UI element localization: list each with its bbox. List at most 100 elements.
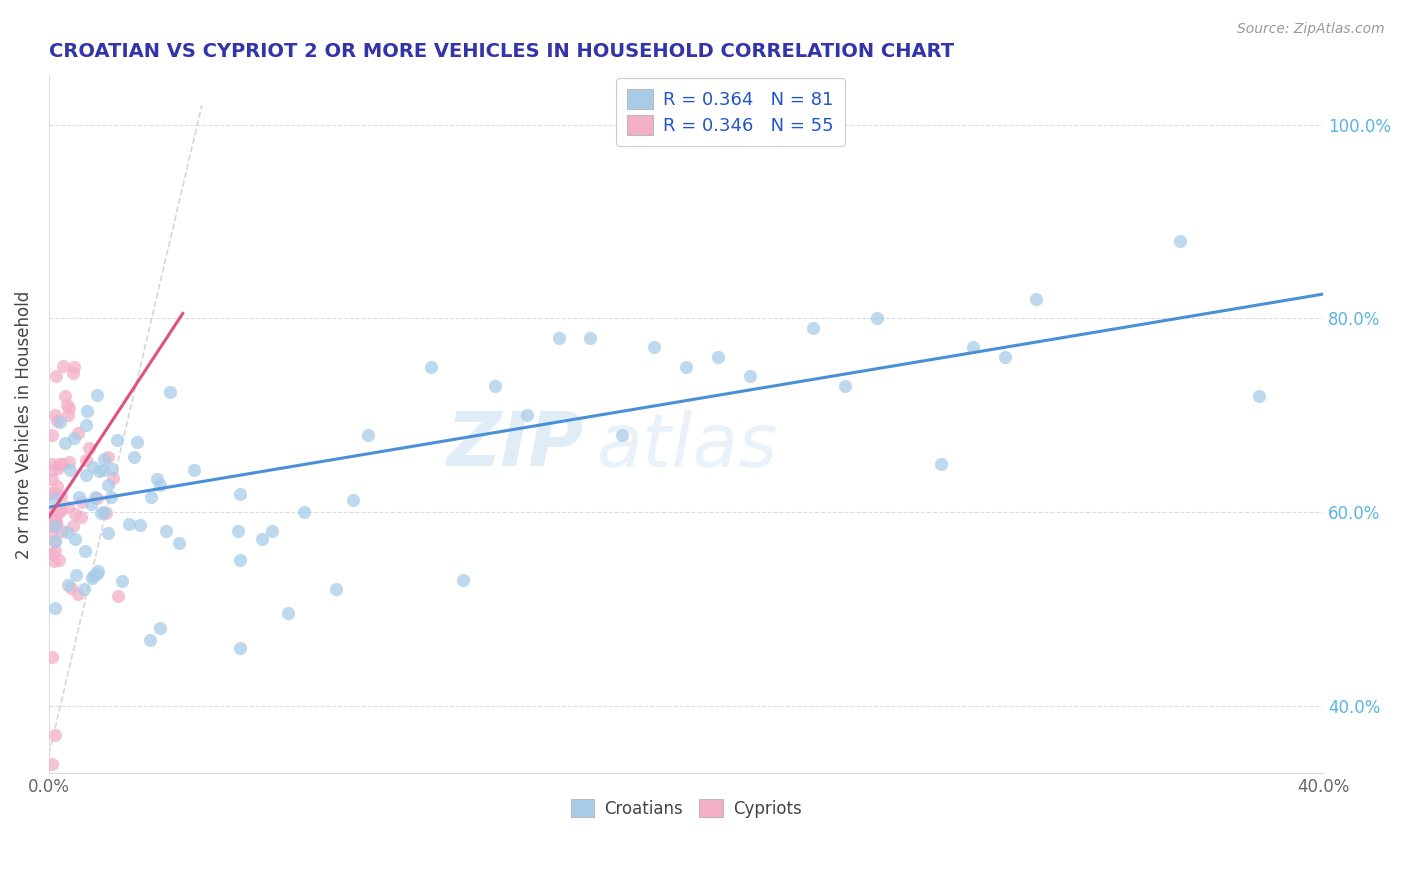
Point [45, 369, 67, 384]
Point [342, 492, 364, 507]
Point [44, 485, 66, 500]
Point [63, 359, 86, 374]
Point [250, 532, 273, 546]
Point [49, 415, 72, 429]
Point [155, 524, 177, 539]
Point [516, 408, 538, 422]
Point [159, 384, 181, 399]
Point [59, 463, 82, 477]
Point [41, 463, 63, 477]
Point [52, 359, 75, 373]
Point [75, 453, 97, 467]
Point [41, 650, 63, 665]
Point [451, 573, 474, 587]
Point [48, 505, 70, 519]
Point [229, 640, 252, 655]
Point [1025, 292, 1047, 306]
Point [866, 311, 889, 326]
Point [44, 408, 66, 422]
Point [77, 441, 100, 455]
Point [226, 524, 249, 538]
Point [66, 587, 89, 601]
Point [183, 463, 205, 477]
Text: atlas: atlas [598, 409, 779, 482]
Point [75, 544, 97, 558]
Point [41, 524, 63, 539]
Point [167, 535, 190, 549]
Point [49, 503, 72, 517]
Point [51, 489, 73, 503]
Point [41, 485, 63, 500]
Point [44, 517, 66, 532]
Point [63, 532, 86, 546]
Point [803, 321, 825, 335]
Point [63, 431, 86, 445]
Point [94, 506, 117, 520]
Point [141, 490, 163, 504]
Point [41, 506, 63, 520]
Y-axis label: 2 or more Vehicles in Household: 2 or more Vehicles in Household [15, 291, 32, 559]
Point [101, 462, 124, 476]
Point [292, 505, 315, 519]
Point [929, 457, 952, 471]
Point [229, 553, 252, 567]
Point [1249, 389, 1271, 403]
Point [53, 389, 76, 403]
Point [84, 491, 107, 505]
Point [86, 567, 108, 582]
Text: Source: ZipAtlas.com: Source: ZipAtlas.com [1237, 22, 1385, 37]
Point [675, 359, 697, 374]
Point [56, 408, 79, 422]
Point [41, 457, 63, 471]
Point [53, 436, 76, 450]
Point [44, 533, 66, 548]
Text: CROATIAN VS CYPRIOT 2 OR MORE VEHICLES IN HOUSEHOLD CORRELATION CHART: CROATIAN VS CYPRIOT 2 OR MORE VEHICLES I… [49, 42, 955, 61]
Point [62, 367, 84, 381]
Point [125, 435, 148, 450]
Point [229, 487, 252, 501]
Point [44, 543, 66, 558]
Point [41, 519, 63, 533]
Point [80, 497, 103, 511]
Point [41, 472, 63, 486]
Point [45, 514, 67, 528]
Point [994, 350, 1017, 364]
Point [107, 589, 129, 603]
Point [325, 582, 347, 597]
Point [75, 417, 97, 432]
Point [420, 359, 443, 374]
Point [100, 490, 122, 504]
Point [80, 571, 103, 585]
Point [67, 490, 90, 504]
Point [356, 427, 378, 442]
Point [58, 455, 80, 469]
Point [63, 507, 86, 521]
Point [484, 379, 506, 393]
Point [260, 524, 283, 539]
Point [86, 388, 108, 402]
Point [87, 564, 110, 578]
Point [48, 457, 70, 471]
Point [41, 427, 63, 442]
Point [124, 450, 146, 464]
Point [1168, 234, 1191, 248]
Point [44, 728, 66, 742]
Point [42, 508, 65, 523]
Point [962, 340, 984, 354]
Point [105, 433, 128, 447]
Point [56, 578, 79, 592]
Point [41, 756, 63, 771]
Point [579, 331, 602, 345]
Point [612, 427, 634, 442]
Point [103, 470, 125, 484]
Legend: Croatians, Cypriots: Croatians, Cypriots [564, 792, 808, 824]
Point [89, 464, 111, 478]
Point [44, 519, 66, 533]
Point [139, 633, 162, 648]
Text: ZIP: ZIP [447, 409, 583, 483]
Point [44, 554, 66, 568]
Point [70, 509, 93, 524]
Point [51, 524, 73, 539]
Point [65, 567, 87, 582]
Point [128, 518, 150, 533]
